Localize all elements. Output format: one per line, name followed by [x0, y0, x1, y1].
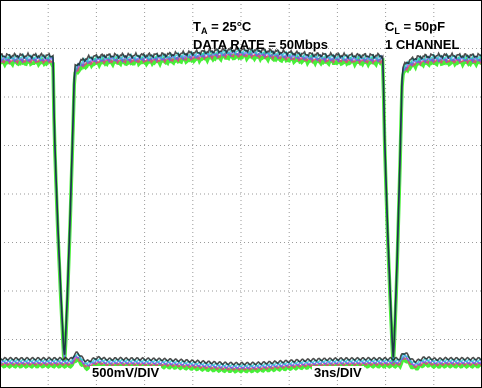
channel-count-label: 1 CHANNEL [385, 37, 460, 52]
traces [0, 45, 482, 374]
trace-low-rail [0, 351, 482, 366]
trace-switching [0, 45, 482, 358]
trace-low-rail [0, 352, 482, 368]
horizontal-scale-label: 3ns/DIV [312, 365, 364, 380]
vertical-scale-label: 500mV/DIV [90, 365, 162, 380]
load-capacitance-label: CL = 50pF [385, 19, 446, 37]
data-rate-label: DATA RATE = 50Mbps [193, 37, 328, 52]
trace-low-rail [0, 356, 482, 374]
temperature-label: TA = 25°C [193, 19, 252, 37]
